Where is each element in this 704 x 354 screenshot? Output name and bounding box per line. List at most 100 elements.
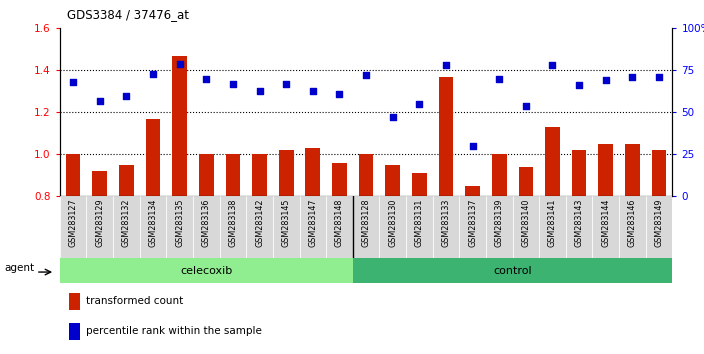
Text: GSM283148: GSM283148 (335, 198, 344, 247)
Point (467, 143, 478, 149)
Bar (385, 165, 400, 354)
Point (121, 93, 132, 98)
Text: GSM283146: GSM283146 (628, 198, 637, 247)
Text: GSM283132: GSM283132 (122, 198, 131, 247)
Text: GSM283145: GSM283145 (282, 198, 291, 247)
Bar (519, 167, 533, 354)
Bar (652, 150, 666, 354)
Text: GSM283134: GSM283134 (149, 198, 158, 247)
Text: GSM283136: GSM283136 (202, 198, 210, 247)
Bar (646, 196, 672, 258)
Text: GSM283131: GSM283131 (415, 198, 424, 247)
Point (627, 74, 638, 80)
Bar (513, 196, 539, 258)
Point (653, 74, 665, 80)
Bar (172, 56, 187, 354)
Bar (87, 196, 113, 258)
Bar (69, 293, 80, 310)
Point (254, 88, 265, 93)
Text: GSM283133: GSM283133 (441, 198, 451, 247)
Text: GSM283139: GSM283139 (495, 198, 504, 247)
Bar (299, 196, 326, 258)
Bar (353, 196, 379, 258)
Bar (166, 196, 193, 258)
Bar (619, 196, 646, 258)
Bar (252, 154, 267, 354)
Bar (598, 144, 613, 354)
Bar (246, 196, 273, 258)
Bar (492, 154, 507, 354)
Point (547, 62, 558, 68)
Text: GSM283135: GSM283135 (175, 198, 184, 247)
Bar (220, 196, 246, 258)
Point (440, 62, 451, 68)
Text: GSM283141: GSM283141 (548, 198, 557, 247)
Bar (139, 196, 166, 258)
Point (174, 61, 185, 67)
Point (147, 71, 158, 76)
Bar (60, 196, 87, 258)
Bar (359, 154, 373, 354)
Point (574, 82, 585, 88)
Point (414, 101, 425, 107)
Bar (326, 196, 353, 258)
Point (201, 76, 212, 81)
Text: GDS3384 / 37476_at: GDS3384 / 37476_at (67, 8, 189, 21)
Text: GSM283128: GSM283128 (362, 198, 370, 247)
Text: GSM283129: GSM283129 (95, 198, 104, 247)
Bar (353, 258, 672, 283)
Point (227, 81, 239, 87)
Point (387, 115, 398, 120)
Bar (566, 196, 593, 258)
Text: GSM283137: GSM283137 (468, 198, 477, 247)
Bar (439, 77, 453, 354)
Text: transformed count: transformed count (86, 296, 184, 306)
Bar (113, 196, 139, 258)
Bar (486, 196, 513, 258)
Bar (60, 258, 353, 283)
Bar (92, 171, 107, 354)
Bar (412, 173, 427, 354)
Bar (593, 196, 619, 258)
Point (360, 73, 372, 78)
Bar (406, 196, 433, 258)
Bar (273, 196, 299, 258)
Text: GSM283149: GSM283149 (655, 198, 663, 247)
Text: GSM283147: GSM283147 (308, 198, 318, 247)
Text: celecoxib: celecoxib (180, 266, 232, 276)
Point (94, 98, 106, 103)
Text: GSM283144: GSM283144 (601, 198, 610, 247)
Text: GSM283130: GSM283130 (388, 198, 397, 247)
Bar (69, 323, 80, 340)
Text: percentile rank within the sample: percentile rank within the sample (86, 326, 262, 336)
Bar (193, 196, 220, 258)
Text: agent: agent (5, 263, 35, 273)
Bar (199, 154, 213, 354)
Text: GSM283143: GSM283143 (574, 198, 584, 247)
Bar (119, 165, 134, 354)
Bar (433, 196, 459, 258)
Point (307, 88, 318, 93)
Bar (279, 150, 294, 354)
Point (281, 81, 292, 87)
Text: GSM283142: GSM283142 (255, 198, 264, 247)
Bar (306, 148, 320, 354)
Point (520, 103, 532, 108)
Bar (66, 154, 80, 354)
Bar (379, 196, 406, 258)
Bar (465, 186, 480, 354)
Bar (459, 196, 486, 258)
Text: GSM283138: GSM283138 (228, 198, 237, 247)
Bar (225, 154, 240, 354)
Text: control: control (494, 266, 532, 276)
Bar (572, 150, 586, 354)
Bar (545, 127, 560, 354)
Text: GSM283140: GSM283140 (522, 198, 530, 247)
Bar (332, 163, 347, 354)
Point (68, 79, 79, 85)
Point (494, 76, 505, 81)
Text: GSM283127: GSM283127 (69, 198, 77, 247)
Bar (146, 119, 161, 354)
Point (334, 91, 345, 97)
Bar (539, 196, 566, 258)
